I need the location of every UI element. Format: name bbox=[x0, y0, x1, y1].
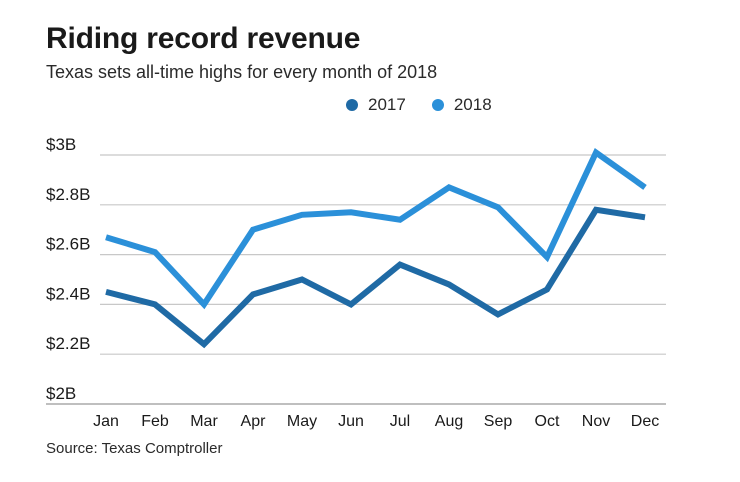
series-lines bbox=[105, 147, 647, 349]
y-tick-label: $3B bbox=[46, 135, 76, 154]
legend-marker-2017 bbox=[346, 99, 358, 111]
x-tick-label: Mar bbox=[190, 413, 218, 430]
legend: 2017 2018 bbox=[346, 95, 518, 115]
legend-label-2018: 2018 bbox=[453, 95, 492, 114]
gridlines bbox=[46, 154, 666, 405]
x-tick-label: Sep bbox=[484, 413, 513, 430]
y-tick-label: $2.4B bbox=[46, 284, 90, 303]
chart-title: Riding record revenue bbox=[46, 22, 361, 55]
x-tick-label: Jan bbox=[93, 413, 119, 430]
legend-marker-2018 bbox=[431, 99, 444, 111]
legend-item-2018: 2018 bbox=[431, 95, 492, 115]
y-axis-ticks: $2B $2.2B $2.4B $2.6B $2.8B $3B bbox=[46, 135, 90, 403]
y-tick-label: $2.2B bbox=[46, 334, 90, 353]
x-tick-label: Jun bbox=[338, 413, 364, 430]
x-tick-label: Nov bbox=[582, 413, 610, 430]
y-tick-label: $2.8B bbox=[46, 185, 90, 204]
x-tick-label: Dec bbox=[631, 413, 659, 430]
x-tick-label: Apr bbox=[241, 413, 267, 430]
y-tick-label: $2B bbox=[46, 384, 76, 403]
x-tick-label: Jul bbox=[390, 413, 410, 430]
x-tick-label: Feb bbox=[141, 413, 169, 430]
series-line-2017 bbox=[105, 206, 646, 349]
x-tick-label: May bbox=[287, 413, 317, 430]
x-tick-label: Aug bbox=[435, 413, 463, 430]
x-axis-ticks: Jan Feb Mar Apr May Jun Jul Aug Sep Oct Nov Dec bbox=[93, 413, 659, 430]
legend-label-2017: 2017 bbox=[368, 95, 406, 114]
chart-subtitle: Texas sets all-time highs for every mont… bbox=[46, 62, 438, 82]
y-tick-label: $2.6B bbox=[46, 235, 90, 254]
series-line-2018 bbox=[105, 147, 647, 310]
legend-item-2017: 2017 bbox=[346, 95, 406, 115]
x-tick-label: Oct bbox=[535, 413, 560, 430]
source-note: Source: Texas Comptroller bbox=[46, 440, 223, 457]
